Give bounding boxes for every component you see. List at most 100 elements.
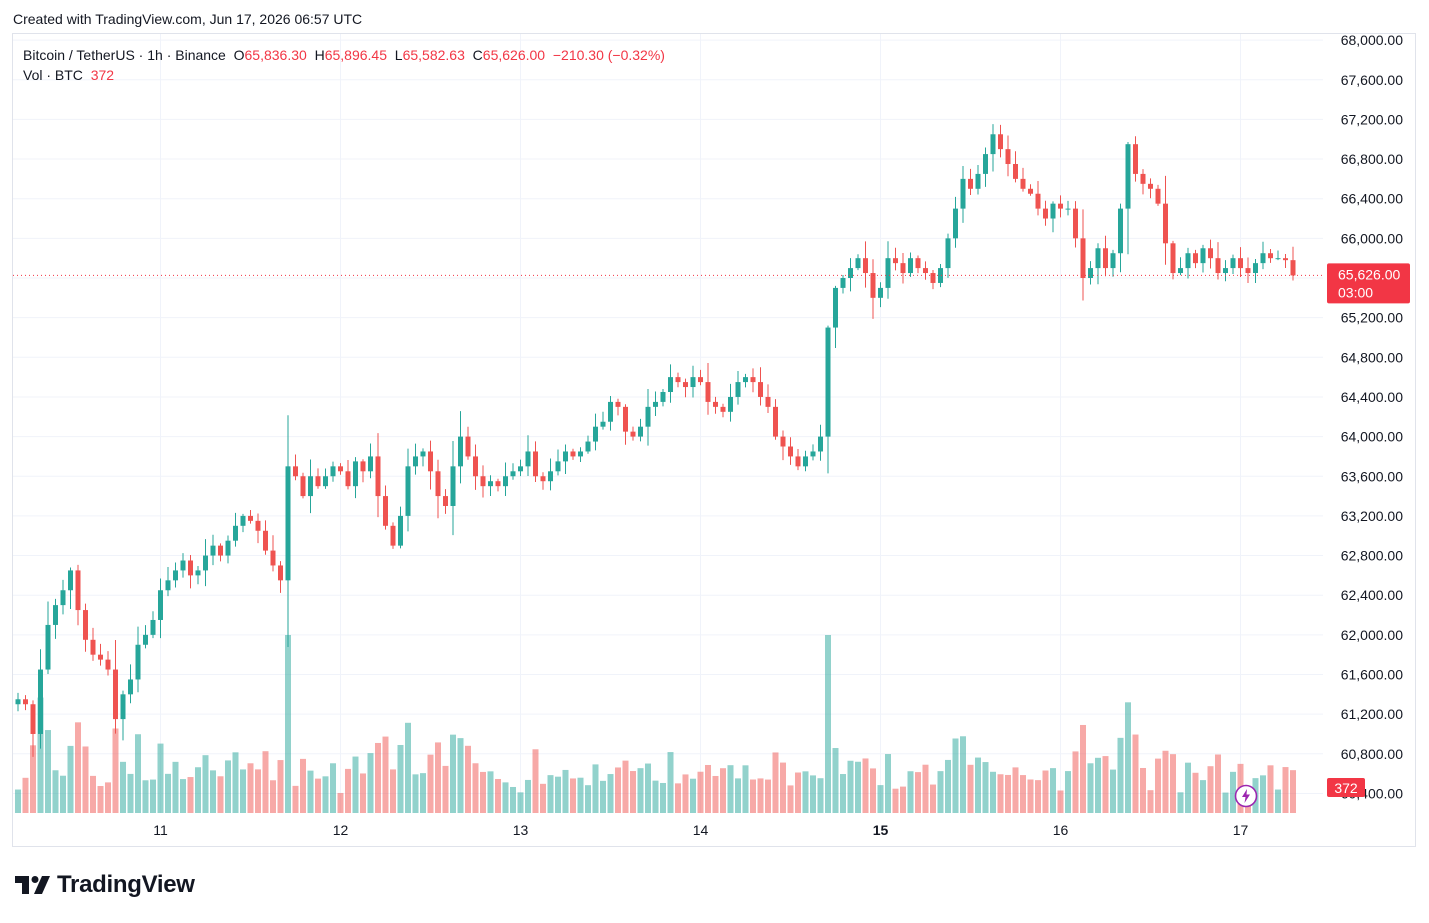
volume-bar	[900, 786, 906, 813]
candle-body	[1283, 258, 1288, 261]
candle-body	[1088, 268, 1093, 278]
lightning-icon[interactable]	[1234, 784, 1258, 808]
volume-bar	[705, 764, 711, 813]
candle-body	[1073, 208, 1078, 239]
candle-body	[975, 173, 981, 189]
candle-body	[593, 426, 598, 442]
volume-bar	[172, 761, 179, 813]
candle-body	[105, 659, 111, 670]
candle-body	[308, 476, 313, 497]
candle-body	[1028, 188, 1033, 194]
last-price-badge-bg	[1327, 263, 1410, 304]
candle-body	[293, 466, 298, 477]
candle-body	[990, 134, 996, 155]
candle-body	[98, 654, 103, 660]
created-with-text: Created with TradingView.com, Jun 17, 20…	[13, 11, 363, 27]
volume-bar	[150, 779, 156, 813]
y-tick-label: 60,800.00	[1341, 746, 1403, 762]
candle-body	[1208, 248, 1213, 259]
candle-body	[1043, 208, 1048, 219]
candle-body	[83, 610, 88, 640]
y-tick-label: 63,200.00	[1341, 508, 1403, 524]
candle-body	[773, 406, 778, 437]
volume-bar	[1020, 775, 1026, 813]
volume-bar	[1162, 750, 1169, 813]
candle-body	[1260, 253, 1266, 264]
candle-body	[233, 525, 238, 541]
volume-bar	[960, 736, 966, 813]
volume-bar	[585, 785, 591, 813]
volume-bar	[45, 730, 51, 813]
candle-body	[1275, 258, 1281, 260]
candle-body	[495, 481, 501, 487]
volume-bar	[690, 778, 696, 813]
x-tick-label: 11	[153, 822, 168, 838]
volume-bar	[967, 764, 974, 813]
close-value: 65,626.00	[482, 47, 546, 63]
candle-body	[953, 208, 958, 239]
tradingview-logo[interactable]: TradingView	[15, 871, 195, 899]
candle-body	[518, 466, 523, 472]
last-price-badge-price: 65,626.00	[1338, 266, 1400, 282]
y-axis: 60,400.0060,800.0061,200.0061,600.0062,0…	[1341, 32, 1403, 801]
candle-body	[488, 481, 493, 487]
y-tick-label: 66,400.00	[1341, 191, 1403, 207]
candle-body	[263, 530, 268, 551]
candle-body	[938, 268, 943, 283]
candle-body	[1200, 248, 1206, 264]
y-tick-label: 64,000.00	[1341, 429, 1403, 445]
candle-body	[885, 258, 891, 288]
tradingview-wordmark: TradingView	[57, 871, 195, 898]
volume-bar	[1207, 766, 1214, 813]
volume-bar	[90, 775, 96, 813]
volume-bar	[495, 778, 501, 813]
volume-bar	[945, 759, 951, 813]
candle-body	[1133, 144, 1138, 174]
candle-body	[503, 476, 508, 487]
volume-bar	[262, 751, 269, 813]
high-label: H	[314, 47, 325, 63]
candle-body	[915, 258, 921, 269]
volume-bar	[735, 778, 741, 813]
volume-bar	[1132, 734, 1139, 813]
chart-legend: Bitcoin / TetherUS · 1h · Binance O65,83…	[23, 45, 665, 85]
volume-bar	[1117, 737, 1124, 813]
candle-body	[735, 382, 741, 397]
candle-body	[458, 436, 463, 467]
candle-body	[1013, 164, 1018, 179]
candle-body	[1155, 188, 1161, 204]
candle-body	[1230, 258, 1236, 269]
candle-body	[623, 406, 628, 432]
volume-bar	[1177, 792, 1184, 813]
volume-bar	[982, 762, 989, 813]
volume-bar	[1155, 758, 1161, 813]
volume-bar	[202, 755, 209, 813]
volume-bar	[630, 771, 636, 813]
symbol-label[interactable]: Bitcoin / TetherUS · 1h · Binance	[23, 47, 226, 63]
candle-body	[945, 238, 951, 269]
y-tick-label: 62,400.00	[1341, 587, 1403, 603]
volume-bar	[922, 764, 929, 813]
volume-bar	[892, 788, 899, 813]
candle-body	[435, 471, 441, 497]
volume-bar	[157, 743, 164, 813]
candle-body	[720, 406, 726, 412]
volume-bar	[270, 780, 276, 813]
volume-bar	[795, 772, 801, 813]
candle-body	[188, 560, 193, 576]
volume-bar	[930, 784, 936, 813]
last-price-badge-countdown: 03:00	[1338, 284, 1373, 300]
candle-body	[1020, 178, 1026, 189]
volume-bar	[1170, 754, 1176, 813]
candle-body	[1103, 248, 1108, 269]
volume-bar	[832, 748, 839, 813]
candle-body	[1193, 253, 1198, 264]
y-tick-label: 62,800.00	[1341, 548, 1403, 564]
volume-bar	[517, 792, 524, 813]
volume-bar	[682, 774, 689, 813]
volume-label[interactable]: Vol · BTC	[23, 67, 83, 83]
open-label: O	[233, 47, 245, 63]
volume-bar	[367, 753, 374, 813]
candle-body	[825, 327, 831, 437]
